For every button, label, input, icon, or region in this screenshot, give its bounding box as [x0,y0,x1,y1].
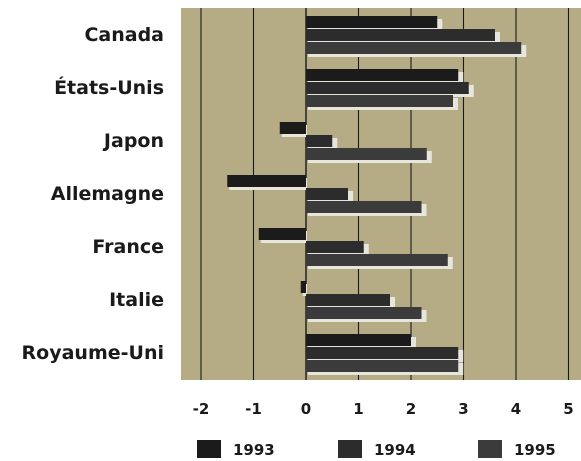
legend-label-1993: 1993 [233,441,275,459]
bar-etats-unis-1995 [306,95,453,107]
bar-japon-1993 [279,122,306,134]
x-tick-label: -1 [245,400,262,418]
bar-etats-unis-1993 [306,69,459,81]
bar-japon-1995 [306,148,427,160]
x-tick-label: 1 [353,400,363,418]
bar-canada-1993 [306,16,438,28]
legend-label-1995: 1995 [514,441,556,459]
category-label-canada: Canada [84,24,164,46]
category-label-italie: Italie [109,289,164,311]
bar-etats-unis-1994 [306,82,469,94]
bar-france-1995 [306,254,448,266]
bar-royaume-uni-1993 [306,334,411,346]
x-tick-label: 4 [511,400,521,418]
bar-italie-1993 [300,281,306,293]
bar-france-1994 [306,241,364,253]
category-label-allemagne: Allemagne [51,183,164,205]
x-tick-label: 3 [458,400,468,418]
x-tick-labels: -2 -1 0 1 2 3 4 5 [193,400,574,418]
category-label-royaume-uni: Royaume-Uni [22,342,164,364]
bar-canada-1995 [306,42,522,54]
category-labels: Canada États-Unis Japon Allemagne France Ital… [22,24,164,364]
x-tick-label: -2 [193,400,210,418]
category-label-japon: Japon [102,130,164,152]
bar-france-1993 [258,228,306,240]
category-label-france: France [92,236,164,258]
bar-italie-1994 [306,294,390,306]
bar-italie-1995 [306,307,422,319]
bar-royaume-uni-1994 [306,347,459,359]
legend-label-1994: 1994 [374,441,416,459]
legend-swatch-1993 [197,440,221,458]
legend: 1993 1994 1995 [197,440,556,459]
bar-canada-1994 [306,29,495,41]
plot-background [181,8,581,380]
bar-allemagne-1995 [306,201,422,213]
legend-swatch-1994 [338,440,362,458]
x-tick-label: 5 [563,400,573,418]
x-tick-label: 2 [406,400,416,418]
bar-royaume-uni-1995 [306,360,459,372]
x-tick-label: 0 [301,400,311,418]
bars [227,16,527,375]
category-label-etats-unis: États-Unis [54,76,164,99]
legend-swatch-1995 [478,440,502,458]
bar-allemagne-1994 [306,188,348,200]
bar-japon-1994 [306,135,333,147]
bar-allemagne-1993 [227,175,306,187]
